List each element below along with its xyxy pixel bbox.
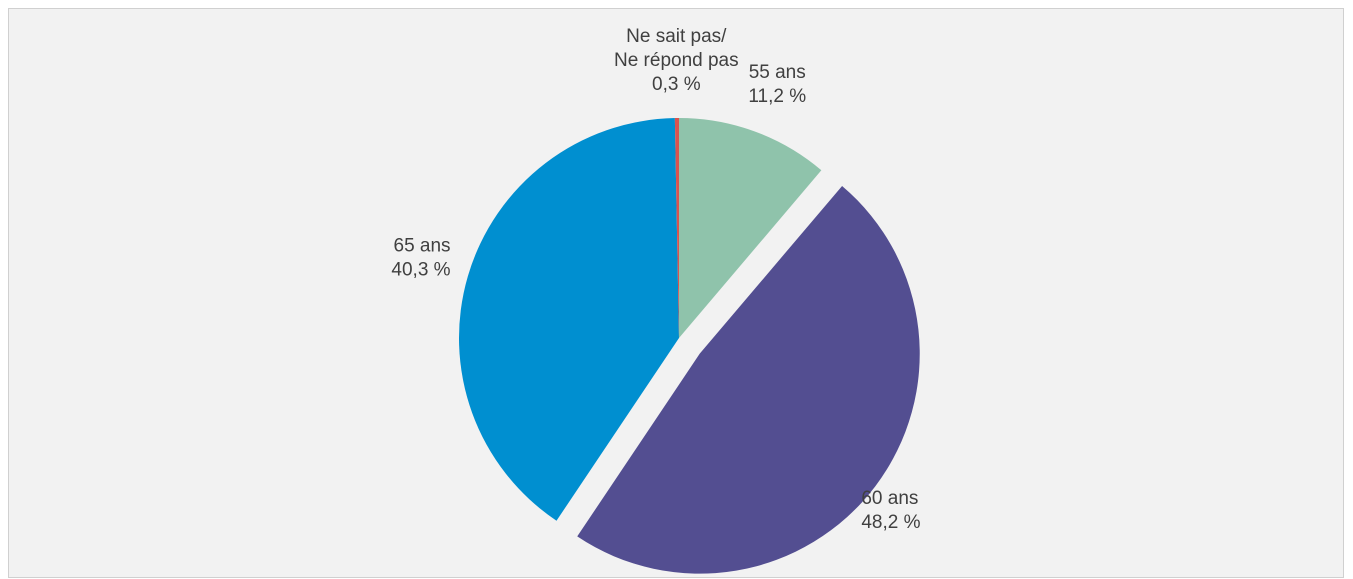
- pie-slice-65-ans: [458, 118, 679, 521]
- pie-chart: 55 ans 11,2 % 60 ans 48,2 % 65 ans 40,3 % Ne s…: [391, 26, 921, 574]
- pie-slice-60-ans: [577, 185, 920, 574]
- slice-label-ne-sait-pas-ne-repond-pas: Ne sait pas/Ne répond pas 0,3 %: [614, 26, 739, 95]
- pie-slice-55-ans: [679, 118, 822, 338]
- pie-slice-ne-sait-pas-ne-repond-pas: [674, 118, 679, 338]
- slice-label-65-ans: 65 ans 40,3 %: [391, 236, 450, 281]
- slice-label-55-ans: 55 ans 11,2 %: [748, 62, 806, 107]
- chart-area: 55 ans 11,2 % 60 ans 48,2 % 65 ans 40,3 % Ne s…: [8, 8, 1344, 578]
- slice-label-60-ans: 60 ans 48,2 %: [861, 488, 920, 533]
